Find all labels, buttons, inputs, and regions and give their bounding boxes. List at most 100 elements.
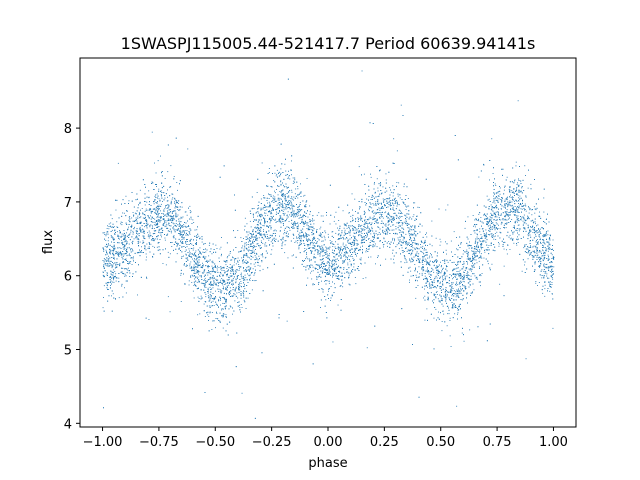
data-point	[487, 263, 489, 265]
data-point	[353, 239, 354, 241]
data-point	[458, 290, 460, 292]
data-point	[542, 242, 544, 243]
data-point	[402, 231, 404, 233]
data-point	[378, 207, 380, 209]
data-point	[297, 209, 299, 211]
data-point	[536, 230, 538, 232]
data-point	[322, 215, 324, 217]
data-point	[507, 205, 509, 207]
data-point	[387, 224, 389, 226]
data-point	[490, 229, 492, 230]
data-point	[156, 217, 158, 219]
data-point	[334, 273, 336, 275]
data-point	[514, 179, 516, 181]
data-point	[294, 179, 296, 181]
data-point	[493, 219, 495, 221]
data-point	[488, 218, 490, 220]
data-point	[111, 250, 113, 252]
data-point	[384, 212, 386, 214]
data-point	[309, 243, 311, 245]
data-point	[447, 294, 448, 296]
data-point	[303, 214, 305, 216]
data-point	[105, 264, 107, 266]
data-point	[169, 212, 171, 214]
data-point	[506, 211, 508, 213]
data-point	[111, 257, 113, 258]
data-point	[490, 220, 492, 222]
data-point	[405, 215, 407, 217]
data-point	[403, 232, 404, 234]
data-point	[189, 267, 191, 269]
data-point	[149, 234, 151, 236]
data-point	[136, 220, 138, 222]
data-point	[235, 263, 237, 265]
data-point	[519, 228, 521, 230]
data-point	[184, 230, 186, 231]
data-point	[152, 217, 153, 219]
data-point	[263, 231, 264, 232]
data-point	[245, 242, 247, 244]
data-point	[110, 250, 112, 252]
data-point	[167, 212, 169, 214]
data-point	[128, 243, 130, 245]
data-point	[421, 267, 423, 269]
data-point	[264, 206, 266, 208]
data-point	[516, 217, 518, 218]
data-point	[372, 210, 374, 212]
data-point	[293, 206, 295, 207]
data-point	[189, 265, 191, 267]
data-point	[222, 274, 224, 276]
data-point	[234, 261, 235, 263]
data-point	[263, 204, 265, 206]
data-point	[245, 236, 247, 238]
data-point	[415, 274, 417, 276]
data-point	[215, 283, 217, 285]
data-point	[252, 248, 254, 250]
data-point	[389, 243, 391, 245]
data-point	[278, 175, 280, 177]
data-point	[401, 224, 403, 226]
data-point	[548, 248, 550, 250]
data-point	[244, 244, 246, 246]
data-point	[107, 258, 109, 259]
data-point	[189, 233, 191, 235]
data-point	[475, 248, 477, 250]
data-point	[265, 206, 267, 208]
data-point	[220, 289, 221, 291]
data-point	[382, 244, 384, 246]
data-point	[345, 259, 346, 261]
data-point	[377, 190, 379, 192]
data-point	[219, 291, 221, 293]
data-point	[492, 173, 494, 174]
data-point	[104, 263, 106, 265]
data-point	[455, 274, 457, 276]
data-point	[319, 274, 321, 275]
data-point	[247, 234, 249, 236]
data-point	[118, 297, 120, 299]
data-point	[354, 252, 356, 253]
data-point	[409, 258, 410, 260]
data-point	[436, 273, 438, 275]
data-point	[478, 220, 479, 222]
data-point	[495, 185, 497, 186]
data-point	[298, 236, 300, 238]
data-point	[406, 206, 408, 208]
data-point	[280, 215, 282, 217]
data-point	[165, 223, 167, 225]
data-point	[291, 189, 293, 191]
data-point	[289, 227, 290, 229]
data-point	[134, 212, 136, 214]
data-point	[208, 297, 209, 299]
data-point	[485, 218, 487, 220]
data-point	[111, 229, 113, 231]
data-point	[333, 249, 335, 251]
data-point	[211, 329, 213, 330]
data-point	[476, 241, 478, 243]
data-point	[109, 263, 111, 264]
data-point	[488, 198, 490, 200]
data-point	[254, 280, 256, 282]
data-point	[249, 220, 251, 222]
data-point	[546, 273, 548, 275]
data-point	[432, 281, 433, 283]
data-point	[160, 155, 161, 157]
